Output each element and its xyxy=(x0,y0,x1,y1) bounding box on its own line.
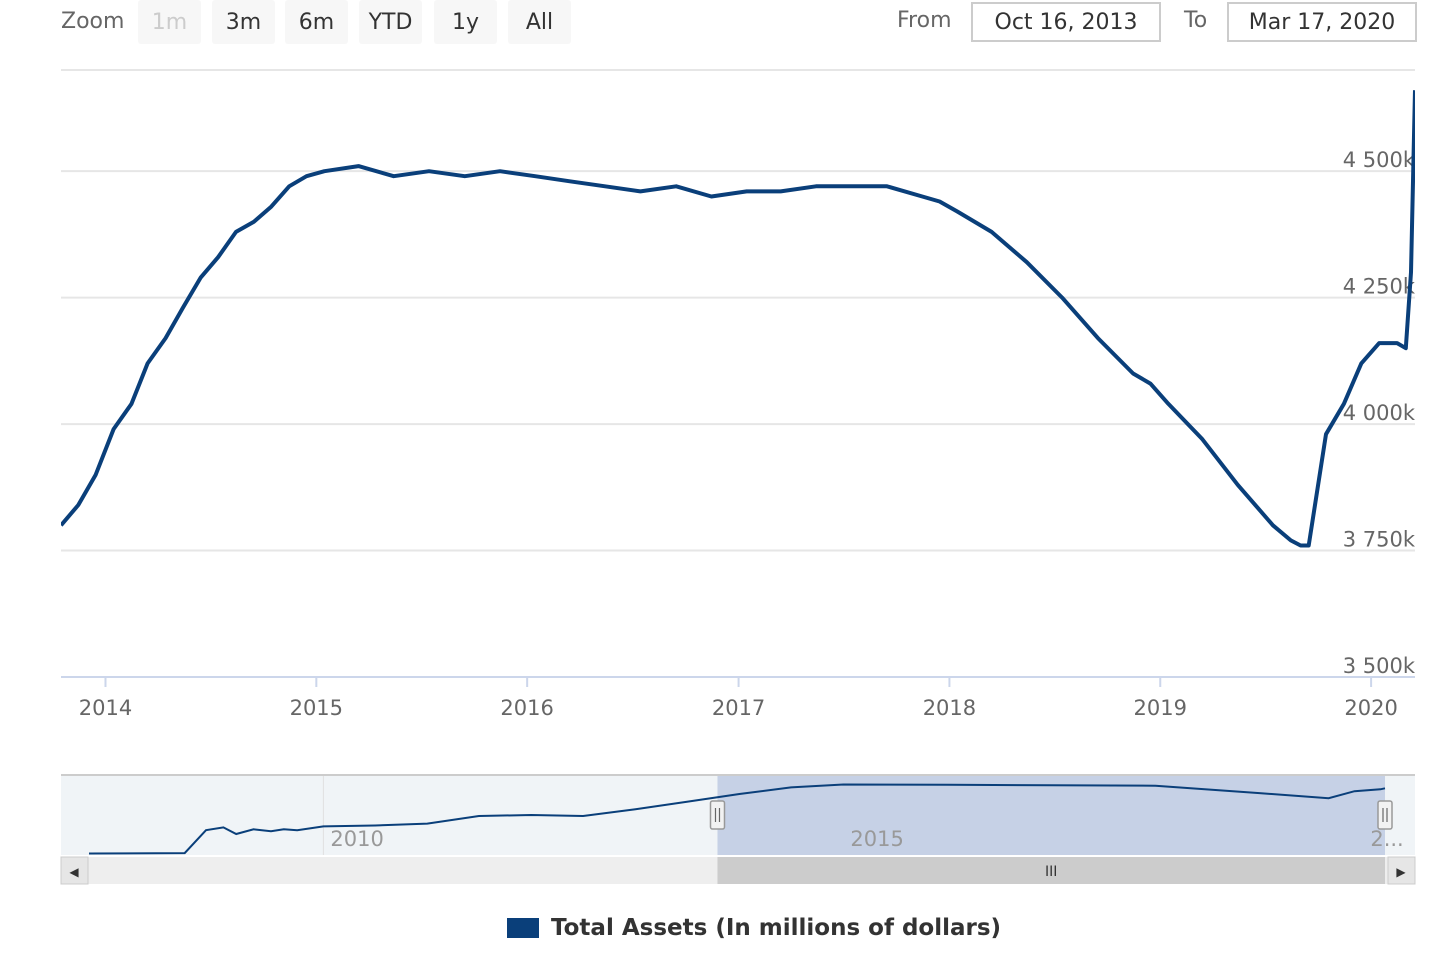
scrollbar[interactable]: III ◀ ▶ xyxy=(60,856,1416,885)
y-gridlines xyxy=(61,170,1415,552)
zoom-button-3m[interactable]: 3m xyxy=(212,0,275,44)
x-tick-label: 2018 xyxy=(923,696,976,720)
x-tick-label: 2020 xyxy=(1344,696,1397,720)
navigator-right-handle[interactable] xyxy=(1377,800,1393,830)
zoom-button-ytd[interactable]: YTD xyxy=(359,0,422,44)
x-tick-label: 2014 xyxy=(79,696,132,720)
zoom-button-6m[interactable]: 6m xyxy=(285,0,348,44)
zoom-button-all[interactable]: All xyxy=(508,0,571,44)
navigator-tick-label: 2015 xyxy=(850,827,903,851)
navigator-series-line xyxy=(88,783,1386,855)
scroll-right-arrow-icon: ▶ xyxy=(1396,865,1406,879)
total-assets-series-line[interactable] xyxy=(61,90,1415,548)
series-group xyxy=(61,90,1415,548)
from-label: From xyxy=(897,8,952,33)
legend-label: Total Assets (In millions of dollars) xyxy=(551,915,1002,941)
y-tick-label: 3 750k xyxy=(1343,528,1416,552)
x-axis-ticks: 2014 2015 2016 2017 2018 2019 2020 xyxy=(79,677,1398,720)
legend-item[interactable]: Total Assets (In millions of dollars) xyxy=(507,915,1001,941)
y-axis-labels: 3 500k 3 750k 4 000k 4 250k 4 500k xyxy=(1343,148,1416,678)
scrollbar-grip-icon: III xyxy=(1045,864,1057,880)
navigator-tick-label: 2... xyxy=(1370,827,1403,851)
navigator-tick-label: 2010 xyxy=(330,827,383,851)
scroll-left-arrow-icon: ◀ xyxy=(69,865,79,879)
x-tick-label: 2019 xyxy=(1134,696,1187,720)
y-tick-label: 4 250k xyxy=(1343,275,1416,299)
from-date-input[interactable] xyxy=(971,2,1161,42)
zoom-button-1m[interactable]: 1m xyxy=(138,0,201,44)
navigator-axis-labels: 2010 2015 2... xyxy=(330,827,1403,851)
navigator[interactable]: 2010 2015 2... xyxy=(61,774,1415,855)
x-tick-label: 2017 xyxy=(712,696,765,720)
to-date-input[interactable] xyxy=(1227,2,1417,42)
y-tick-label: 4 500k xyxy=(1343,148,1416,172)
x-tick-label: 2016 xyxy=(500,696,553,720)
zoom-label: Zoom xyxy=(61,9,125,34)
y-tick-label: 3 500k xyxy=(1343,654,1416,678)
scrollbar-right-button[interactable] xyxy=(1387,856,1416,885)
legend-swatch xyxy=(507,918,539,938)
y-tick-label: 4 000k xyxy=(1343,401,1416,425)
to-label: To xyxy=(1184,8,1208,33)
x-tick-label: 2015 xyxy=(290,696,343,720)
scrollbar-left-button[interactable] xyxy=(60,856,89,885)
scrollbar-thumb[interactable] xyxy=(717,857,1385,884)
navigator-left-handle[interactable] xyxy=(709,800,726,830)
navigator-selected-range[interactable] xyxy=(717,775,1385,855)
navigator-series-group xyxy=(88,783,1386,855)
zoom-button-1y[interactable]: 1y xyxy=(434,0,497,44)
